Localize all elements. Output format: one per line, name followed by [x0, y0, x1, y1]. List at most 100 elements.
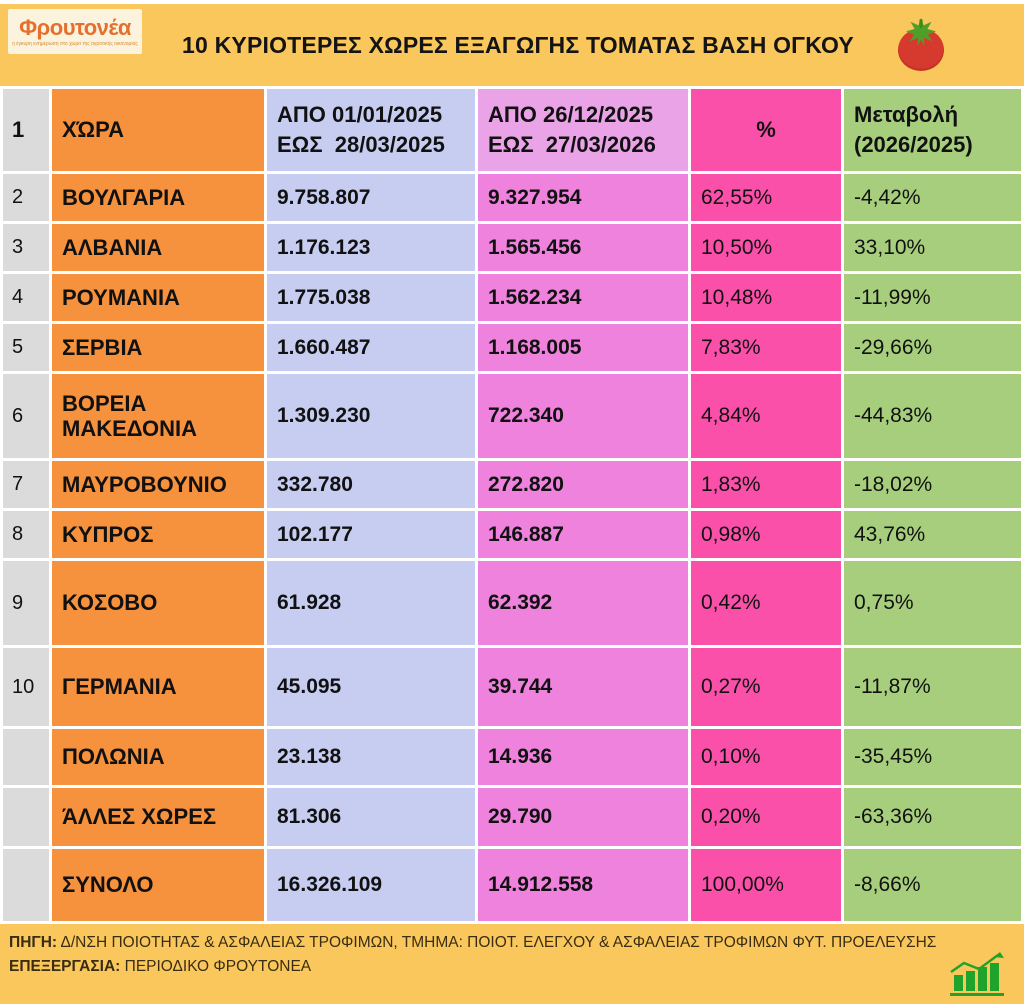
- change-cell: -11,99%: [844, 274, 1021, 321]
- period2-cell: 14.912.558: [478, 849, 688, 921]
- change-cell: -11,87%: [844, 648, 1021, 726]
- percent-cell: %: [691, 89, 841, 171]
- change-cell: -63,36%: [844, 788, 1021, 846]
- country-cell: ΒΟΡΕΙΑ ΜΑΚΕΔΟΝΙΑ: [52, 374, 264, 458]
- percent-cell: 10,48%: [691, 274, 841, 321]
- tomato-icon: [898, 18, 944, 71]
- period2-cell: 1.565.456: [478, 224, 688, 271]
- page-title: 10 ΚΥΡΙΟΤΕΡΕΣ ΧΩΡΕΣ ΕΞΑΓΩΓΗΣ ΤΟΜΑΤΑΣ ΒΑΣ…: [182, 31, 854, 58]
- header-band: Φρουτονέα η έγκυρη ενημέρωση στο χώρο τη…: [0, 4, 1024, 86]
- tomato-stem-icon: [906, 18, 936, 46]
- top-margin: [0, 0, 1024, 4]
- row-number-cell: 4: [3, 274, 49, 321]
- country-cell: ΣΕΡΒΙΑ: [52, 324, 264, 371]
- change-cell: -35,45%: [844, 729, 1021, 785]
- percent-cell: 4,84%: [691, 374, 841, 458]
- logo-wordmark: Φρουτονέα: [19, 14, 131, 40]
- country-cell: ΧΏΡΑ: [52, 89, 264, 171]
- source-line: ΠΗΓΗ: Δ/ΝΣΗ ΠΟΙΟΤΗΤΑΣ & ΑΣΦΑΛΕΙΑΣ ΤΡΟΦΙΜ…: [9, 931, 936, 955]
- exports-table: 1 ΧΏΡΑ ΑΠΟ 01/01/2025 ΕΩΣ 28/03/2025 ΑΠΟ 26…: [0, 86, 1024, 924]
- row-number-cell: [3, 729, 49, 785]
- period1-cell: 1.176.123: [267, 224, 475, 271]
- table-row: 2 ΒΟΥΛΓΑΡΙΑ 9.758.807 9.327.954 62,55% -4,42%: [3, 174, 1021, 221]
- period2-cell: 62.392: [478, 561, 688, 645]
- country-cell: ΆΛΛΕΣ ΧΩΡΕΣ: [52, 788, 264, 846]
- country-cell: ΓΕΡΜΑΝΙΑ: [52, 648, 264, 726]
- change-cell: -4,42%: [844, 174, 1021, 221]
- source-text: Δ/ΝΣΗ ΠΟΙΟΤΗΤΑΣ & ΑΣΦΑΛΕΙΑΣ ΤΡΟΦΙΜΩΝ, ΤΜ…: [60, 934, 937, 951]
- period2-cell: 9.327.954: [478, 174, 688, 221]
- percent-cell: 10,50%: [691, 224, 841, 271]
- percent-cell: 0,20%: [691, 788, 841, 846]
- country-cell: ΠΟΛΩΝΙΑ: [52, 729, 264, 785]
- percent-cell: 0,10%: [691, 729, 841, 785]
- table-row: 3 ΑΛΒΑΝΙΑ 1.176.123 1.565.456 10,50% 33,10%: [3, 224, 1021, 271]
- row-number-cell: 1: [3, 89, 49, 171]
- table-zone: 1 ΧΏΡΑ ΑΠΟ 01/01/2025 ΕΩΣ 28/03/2025 ΑΠΟ 26…: [0, 86, 1024, 924]
- change-cell: 33,10%: [844, 224, 1021, 271]
- percent-cell: 7,83%: [691, 324, 841, 371]
- froutonea-logo: Φρουτονέα η έγκυρη ενημέρωση στο χώρο τη…: [8, 9, 142, 54]
- table-row: 7 ΜΑΥΡΟΒΟΥΝΙΟ 332.780 272.820 1,83% -18,02%: [3, 461, 1021, 508]
- country-cell: ΜΑΥΡΟΒΟΥΝΙΟ: [52, 461, 264, 508]
- table-row: 6 ΒΟΡΕΙΑ ΜΑΚΕΔΟΝΙΑ 1.309.230 722.340 4,84% -4…: [3, 374, 1021, 458]
- country-cell: ΣΥΝΟΛΟ: [52, 849, 264, 921]
- period1-cell: 1.660.487: [267, 324, 475, 371]
- period1-cell: 16.326.109: [267, 849, 475, 921]
- row-number-cell: 9: [3, 561, 49, 645]
- period2-cell: 39.744: [478, 648, 688, 726]
- period1-cell: 1.309.230: [267, 374, 475, 458]
- table-row: 10 ΓΕΡΜΑΝΙΑ 45.095 39.744 0,27% -11,87%: [3, 648, 1021, 726]
- period1-cell: ΑΠΟ 01/01/2025 ΕΩΣ 28/03/2025: [267, 89, 475, 171]
- processing-label: ΕΠΕΞΕΡΓΑΣΙΑ:: [9, 958, 121, 976]
- period2-cell: 29.790: [478, 788, 688, 846]
- footer-band: ΠΗΓΗ: Δ/ΝΣΗ ΠΟΙΟΤΗΤΑΣ & ΑΣΦΑΛΕΙΑΣ ΤΡΟΦΙΜ…: [0, 924, 1024, 1004]
- country-cell: ΑΛΒΑΝΙΑ: [52, 224, 264, 271]
- table-row: 5 ΣΕΡΒΙΑ 1.660.487 1.168.005 7,83% -29,66%: [3, 324, 1021, 371]
- period2-cell: 272.820: [478, 461, 688, 508]
- change-cell: -29,66%: [844, 324, 1021, 371]
- country-cell: ΒΟΥΛΓΑΡΙΑ: [52, 174, 264, 221]
- period1-cell: 61.928: [267, 561, 475, 645]
- period1-cell: 102.177: [267, 511, 475, 558]
- processing-line: ΕΠΕΞΕΡΓΑΣΙΑ: ΠΕΡΙΟΔΙΚΟ ΦΡΟΥΤΟΝΕΑ: [9, 955, 936, 979]
- row-number-cell: 7: [3, 461, 49, 508]
- table-row: ΣΥΝΟΛΟ 16.326.109 14.912.558 100,00% -8,66%: [3, 849, 1021, 921]
- footer-text: ΠΗΓΗ: Δ/ΝΣΗ ΠΟΙΟΤΗΤΑΣ & ΑΣΦΑΛΕΙΑΣ ΤΡΟΦΙΜ…: [9, 931, 936, 979]
- row-number-cell: [3, 788, 49, 846]
- row-number-cell: 2: [3, 174, 49, 221]
- table-row: ΆΛΛΕΣ ΧΩΡΕΣ 81.306 29.790 0,20% -63,36%: [3, 788, 1021, 846]
- change-cell: -44,83%: [844, 374, 1021, 458]
- percent-cell: 0,27%: [691, 648, 841, 726]
- percent-cell: 100,00%: [691, 849, 841, 921]
- table-header-row: 1 ΧΏΡΑ ΑΠΟ 01/01/2025 ΕΩΣ 28/03/2025 ΑΠΟ 26…: [3, 89, 1021, 171]
- period1-cell: 81.306: [267, 788, 475, 846]
- country-cell: ΚΟΣΟΒΟ: [52, 561, 264, 645]
- country-cell: ΚΥΠΡΟΣ: [52, 511, 264, 558]
- period2-cell: 1.562.234: [478, 274, 688, 321]
- period1-cell: 332.780: [267, 461, 475, 508]
- row-number-cell: [3, 849, 49, 921]
- period1-cell: 23.138: [267, 729, 475, 785]
- change-cell: Μεταβολή (2026/2025): [844, 89, 1021, 171]
- row-number-cell: 5: [3, 324, 49, 371]
- change-cell: -18,02%: [844, 461, 1021, 508]
- logo-tagline: η έγκυρη ενημέρωση στο χώρο της αγροτική…: [12, 40, 138, 47]
- percent-cell: 1,83%: [691, 461, 841, 508]
- growth-chart-icon: [950, 952, 1004, 996]
- percent-cell: 62,55%: [691, 174, 841, 221]
- source-label: ΠΗΓΗ:: [9, 934, 58, 951]
- table-row: 9 ΚΟΣΟΒΟ 61.928 62.392 0,42% 0,75%: [3, 561, 1021, 645]
- row-number-cell: 10: [3, 648, 49, 726]
- period1-cell: 1.775.038: [267, 274, 475, 321]
- row-number-cell: 8: [3, 511, 49, 558]
- period2-cell: 14.936: [478, 729, 688, 785]
- country-cell: ΡΟΥΜΑΝΙΑ: [52, 274, 264, 321]
- row-number-cell: 6: [3, 374, 49, 458]
- percent-cell: 0,98%: [691, 511, 841, 558]
- percent-cell: 0,42%: [691, 561, 841, 645]
- change-cell: 0,75%: [844, 561, 1021, 645]
- period2-cell: 146.887: [478, 511, 688, 558]
- row-number-cell: 3: [3, 224, 49, 271]
- period1-cell: 45.095: [267, 648, 475, 726]
